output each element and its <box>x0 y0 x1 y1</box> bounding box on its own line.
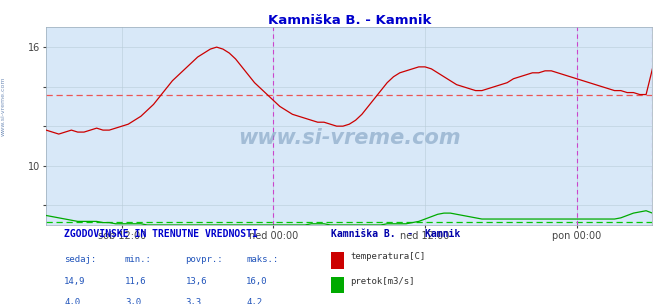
Text: maks.:: maks.: <box>246 255 279 264</box>
Text: min.:: min.: <box>125 255 152 264</box>
Bar <box>331 252 345 269</box>
Text: povpr.:: povpr.: <box>186 255 223 264</box>
Title: Kamniška B. - Kamnik: Kamniška B. - Kamnik <box>268 14 431 27</box>
Text: 4,2: 4,2 <box>246 298 262 304</box>
Text: 13,6: 13,6 <box>186 277 207 286</box>
Text: 14,9: 14,9 <box>65 277 86 286</box>
Text: 11,6: 11,6 <box>125 277 146 286</box>
Text: www.si-vreme.com: www.si-vreme.com <box>238 128 461 148</box>
Text: sedaj:: sedaj: <box>65 255 97 264</box>
Text: temperatura[C]: temperatura[C] <box>351 252 426 261</box>
Text: 3,3: 3,3 <box>186 298 202 304</box>
Text: 3,0: 3,0 <box>125 298 141 304</box>
Text: 16,0: 16,0 <box>246 277 268 286</box>
Text: Kamniška B.  -  Kamnik: Kamniška B. - Kamnik <box>331 229 461 239</box>
Text: 4,0: 4,0 <box>65 298 80 304</box>
Text: pretok[m3/s]: pretok[m3/s] <box>351 277 415 286</box>
Bar <box>331 277 345 293</box>
Text: www.si-vreme.com: www.si-vreme.com <box>1 77 6 136</box>
Text: ZGODOVINSKE IN TRENUTNE VREDNOSTI: ZGODOVINSKE IN TRENUTNE VREDNOSTI <box>65 229 258 239</box>
